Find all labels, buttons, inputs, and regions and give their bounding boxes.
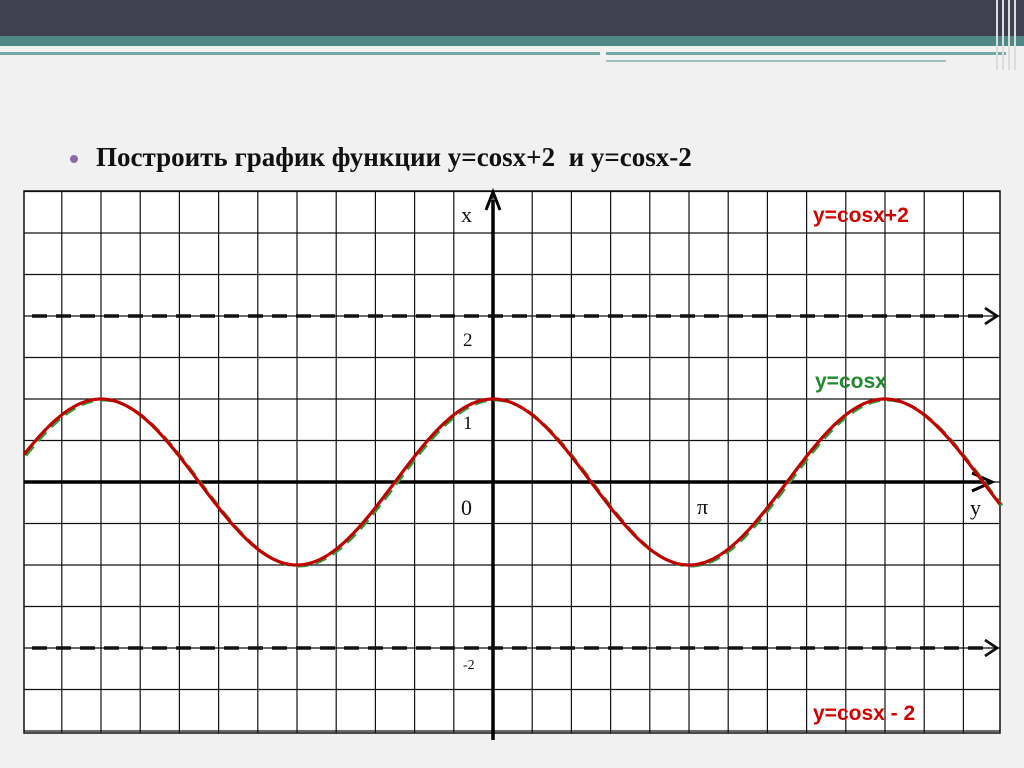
decor-line bbox=[606, 52, 1006, 55]
chart-border bbox=[23, 190, 1001, 734]
bullet-icon bbox=[70, 154, 78, 163]
title-row: Построить график функции y=cosx+2 и y=co… bbox=[70, 142, 692, 173]
tick-label-minus-two: -2 bbox=[463, 658, 475, 673]
series-label-cosx-minus-2: y=cosx - 2 bbox=[813, 702, 915, 725]
tick-label-one: 1 bbox=[463, 413, 473, 434]
tick-label-pi: π bbox=[697, 494, 708, 519]
teal-band bbox=[0, 36, 1024, 46]
labels: x y 0 π 1 2 -2 y=cosx+2 y=cosx y=cosx - 2 bbox=[461, 202, 981, 725]
series-label-cosx: y=cosx bbox=[815, 370, 887, 393]
slide-title: Построить график функции y=cosx+2 и y=co… bbox=[96, 142, 692, 172]
decor-line bbox=[606, 60, 946, 62]
top-band bbox=[0, 0, 1024, 36]
decor-line bbox=[0, 52, 600, 55]
decor-bars bbox=[994, 0, 1024, 70]
axis-label-horizontal: y bbox=[970, 495, 981, 520]
chart-background bbox=[24, 191, 1000, 733]
axis-label-vertical: x bbox=[461, 202, 472, 227]
tick-label-origin: 0 bbox=[461, 495, 472, 520]
series-label-cosx-plus-2: y=cosx+2 bbox=[813, 204, 909, 227]
series bbox=[22, 306, 1004, 658]
vertical-arrow-icon bbox=[484, 187, 502, 211]
const-arrow-icon bbox=[984, 306, 1000, 326]
tick-label-two: 2 bbox=[463, 330, 473, 351]
const-arrow-icon bbox=[984, 638, 1000, 658]
series-line-cosx bbox=[22, 397, 1002, 567]
